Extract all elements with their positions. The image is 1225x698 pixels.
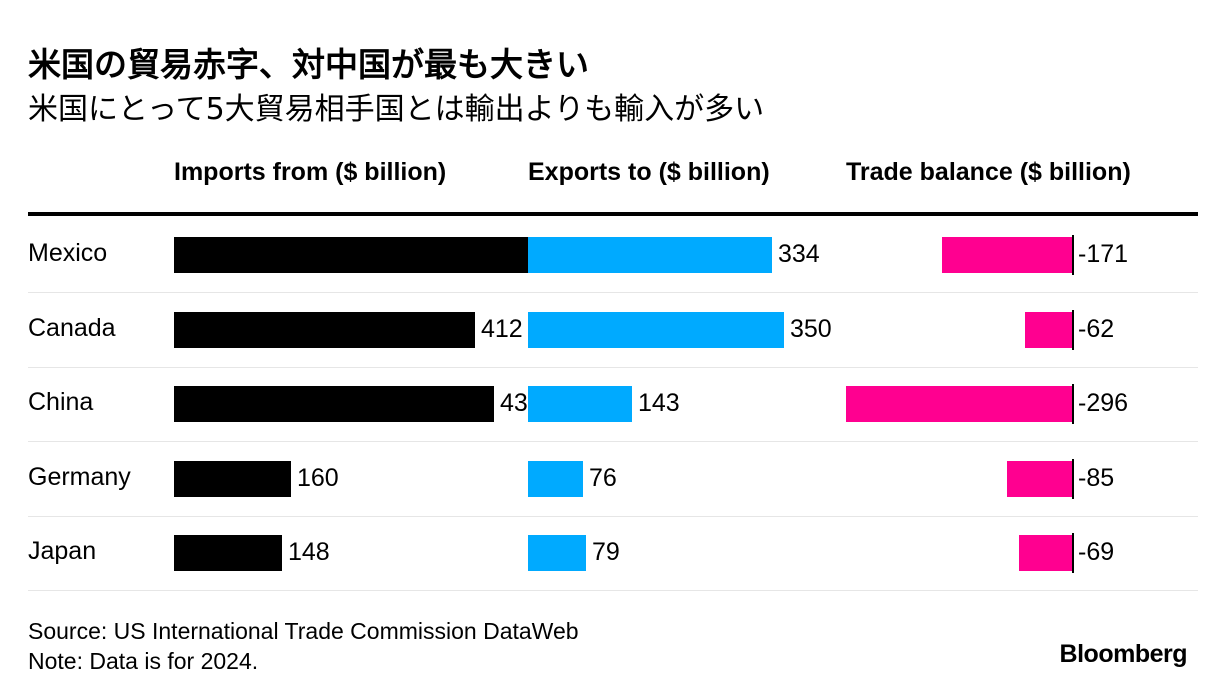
row-divider	[28, 441, 1198, 442]
chart-title: 米国の貿易赤字、対中国が最も大きい	[28, 45, 589, 84]
row-divider	[28, 292, 1198, 293]
country-label-china: China	[28, 388, 94, 416]
balance-bar-china	[846, 386, 1072, 422]
exports-value-china: 143	[638, 389, 680, 417]
bloomberg-logo: Bloomberg	[1059, 640, 1188, 668]
header-divider	[28, 212, 1198, 216]
column-header-imports: Imports from ($ billion)	[174, 158, 447, 186]
balance-zero-line-canada	[1072, 309, 1074, 350]
balance-bar-japan	[1019, 535, 1072, 571]
exports-value-mexico: 334	[778, 240, 820, 268]
data-note: Note: Data is for 2024.	[28, 648, 259, 674]
row-divider	[28, 515, 1198, 517]
balance-bar-germany	[1007, 460, 1072, 497]
chart-subtitle: 米国にとって5大貿易相手国とは輸出よりも輸入が多い	[28, 92, 765, 127]
exports-value-germany: 76	[589, 463, 617, 492]
exports-bar-japan	[528, 535, 586, 571]
imports-bar-germany	[174, 460, 291, 497]
balance-zero-line-china	[1072, 384, 1074, 424]
exports-bar-mexico	[528, 237, 772, 273]
imports-value-japan: 148	[288, 538, 330, 566]
imports-value-canada: 412	[481, 314, 523, 343]
country-label-mexico: Mexico	[28, 239, 108, 267]
row-divider	[28, 366, 1198, 368]
balance-value-china: -296	[1078, 389, 1129, 417]
exports-bar-canada	[528, 311, 784, 348]
exports-value-japan: 79	[592, 538, 620, 566]
row-divider	[28, 590, 1198, 591]
balance-value-canada: -62	[1078, 314, 1115, 343]
balance-zero-line-mexico	[1072, 235, 1074, 275]
exports-bar-china	[528, 386, 632, 422]
column-header-balance: Trade balance ($ billion)	[846, 158, 1131, 186]
exports-value-canada: 350	[790, 314, 832, 343]
balance-value-mexico: -171	[1078, 240, 1129, 268]
balance-value-germany: -85	[1078, 463, 1115, 492]
balance-value-japan: -69	[1078, 538, 1115, 566]
balance-zero-line-japan	[1072, 533, 1074, 573]
balance-bar-canada	[1025, 311, 1072, 348]
imports-bar-canada	[174, 311, 475, 348]
imports-bar-china	[174, 386, 494, 422]
source-note: Source: US International Trade Commissio…	[28, 618, 579, 644]
exports-bar-germany	[528, 460, 583, 497]
country-label-japan: Japan	[28, 537, 97, 565]
column-header-exports: Exports to ($ billion)	[528, 158, 770, 186]
balance-bar-mexico	[942, 237, 1072, 273]
country-label-germany: Germany	[28, 462, 131, 491]
balance-zero-line-germany	[1072, 458, 1074, 499]
imports-value-germany: 160	[297, 463, 339, 492]
country-label-canada: Canada	[28, 313, 116, 342]
imports-bar-mexico	[174, 237, 543, 273]
imports-bar-japan	[174, 535, 282, 571]
